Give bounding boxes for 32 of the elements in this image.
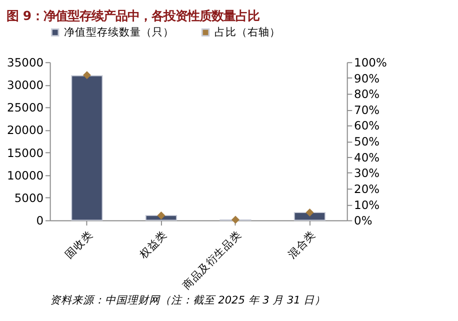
y-tick-label: 30000	[7, 78, 44, 92]
y-tick-label: 5000	[14, 190, 44, 205]
y2-tick-label: 40%	[354, 150, 380, 164]
y-tick-label: 10000	[7, 168, 44, 182]
chart-title: 图 9：净值型存续产品中，各投资性质数量占比	[6, 8, 260, 24]
legend-label: 占比（右轴）	[214, 25, 281, 38]
bar	[294, 212, 326, 221]
point	[157, 212, 166, 220]
y-tick-label: 0	[36, 214, 44, 228]
y2-tick-label: 20%	[354, 182, 380, 196]
y-tick-label: 25000	[7, 100, 44, 115]
y-tick-label: 20000	[7, 123, 44, 138]
point	[231, 216, 240, 224]
y-tick-label: 15000	[7, 146, 44, 160]
y2-tick-label: 80%	[354, 87, 380, 102]
y2-tick-label: 30%	[354, 166, 380, 180]
y2-tick-label: 60%	[354, 118, 380, 133]
point	[82, 71, 91, 80]
y2-tick-label: 90%	[354, 71, 380, 86]
legend-label: 净值型存续数量（只）	[64, 25, 174, 38]
y2-tick-label: 10%	[354, 198, 380, 212]
x-tick-label: 权益类	[136, 228, 170, 262]
y2-tick-label: 100%	[354, 55, 387, 70]
y2-tick-label: 70%	[354, 102, 380, 117]
x-tick-label: 商品及衍生品类	[180, 228, 244, 292]
x-tick-label: 混合类	[285, 228, 318, 261]
y-tick-label: 35000	[7, 55, 44, 70]
bar	[71, 75, 103, 221]
y2-tick-label: 0%	[354, 214, 372, 228]
x-tick-label: 固收类	[62, 228, 96, 261]
y2-tick-label: 50%	[354, 134, 380, 149]
text: 资料来源：中国理财网（注：截至 2025 年 3 月 31 日）	[50, 294, 326, 307]
